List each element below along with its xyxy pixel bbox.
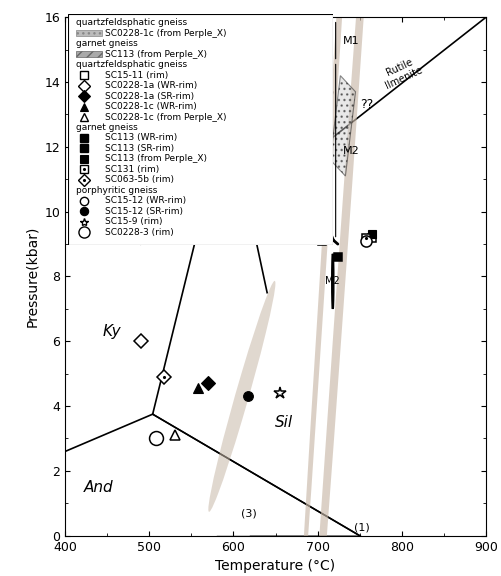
- Text: SC113 (SR-rim): SC113 (SR-rim): [105, 144, 174, 153]
- Text: SC113 (from Perple_X): SC113 (from Perple_X): [105, 154, 207, 164]
- Y-axis label: Pressure(kbar): Pressure(kbar): [25, 226, 39, 327]
- FancyBboxPatch shape: [68, 14, 333, 245]
- Circle shape: [317, 98, 318, 145]
- Polygon shape: [312, 82, 333, 166]
- Text: garnet gneiss: garnet gneiss: [76, 39, 137, 48]
- Text: garnet gneiss: garnet gneiss: [76, 123, 137, 132]
- Text: SC0228-3 (rim): SC0228-3 (rim): [105, 228, 173, 237]
- Text: (3): (3): [241, 508, 257, 518]
- Text: M1: M1: [311, 116, 324, 126]
- Text: quartzfeldsphatic gneiss: quartzfeldsphatic gneiss: [76, 18, 187, 27]
- Text: M2: M2: [326, 276, 340, 286]
- Ellipse shape: [208, 281, 276, 512]
- Text: SC0228-1c (from Perple_X): SC0228-1c (from Perple_X): [105, 112, 226, 122]
- Bar: [76, 30, 102, 36]
- Polygon shape: [330, 75, 356, 176]
- Text: SC15-12 (SR-rim): SC15-12 (SR-rim): [105, 207, 183, 216]
- Text: M1: M1: [343, 36, 360, 46]
- Text: (2): (2): [209, 126, 224, 136]
- X-axis label: Temperature (°C): Temperature (°C): [215, 559, 336, 573]
- Text: SC0228-1a (WR-rim): SC0228-1a (WR-rim): [105, 81, 197, 90]
- Text: M2: M2: [343, 146, 360, 156]
- Text: SC131 (rim): SC131 (rim): [105, 165, 159, 174]
- Text: SC0228-1c (from Perple_X): SC0228-1c (from Perple_X): [105, 29, 226, 38]
- Text: SC15-12 (WR-rim): SC15-12 (WR-rim): [105, 196, 186, 205]
- Text: Ky: Ky: [102, 324, 121, 339]
- Text: Titanite
Ilmenite: Titanite Ilmenite: [189, 132, 233, 175]
- Ellipse shape: [294, 0, 372, 576]
- Text: Rutile
Ilmenite: Rutile Ilmenite: [379, 54, 424, 90]
- Text: (1): (1): [354, 522, 369, 533]
- Text: porphyritic gneiss: porphyritic gneiss: [76, 186, 157, 195]
- Text: SC113 (from Perple_X): SC113 (from Perple_X): [105, 50, 207, 59]
- Text: SC0228-1a (SR-rim): SC0228-1a (SR-rim): [105, 92, 194, 101]
- Bar: [76, 51, 102, 58]
- Circle shape: [332, 254, 334, 309]
- Ellipse shape: [296, 0, 390, 576]
- Text: H₂O-saturated pelite solidus: H₂O-saturated pelite solidus: [209, 75, 255, 199]
- Text: And: And: [84, 480, 114, 495]
- Text: SC0228-1c (WR-rim): SC0228-1c (WR-rim): [105, 102, 196, 111]
- Text: ??: ??: [360, 98, 373, 111]
- Text: Sil: Sil: [275, 415, 293, 430]
- Text: SC15-9 (rim): SC15-9 (rim): [105, 217, 162, 226]
- Text: quartzfeldsphatic gneiss: quartzfeldsphatic gneiss: [76, 60, 187, 69]
- Text: SC15-11 (rim): SC15-11 (rim): [105, 71, 168, 79]
- Text: SC063-5b (rim): SC063-5b (rim): [105, 175, 174, 184]
- Text: SC113 (WR-rim): SC113 (WR-rim): [105, 134, 177, 142]
